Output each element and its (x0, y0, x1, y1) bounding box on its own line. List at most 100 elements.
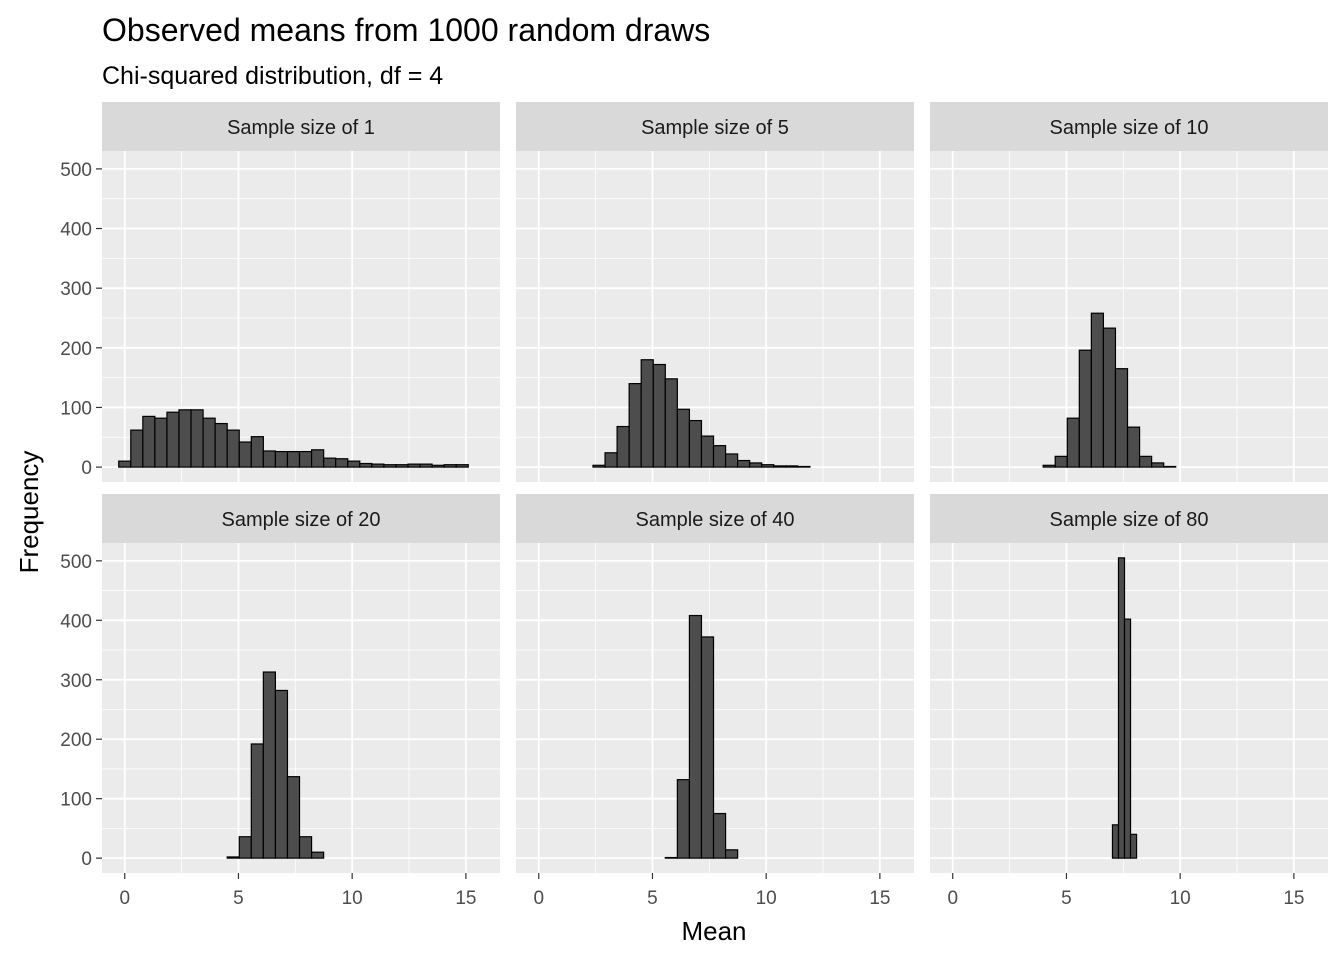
histogram-bar (286, 450, 301, 468)
histogram-bar (154, 417, 168, 468)
histogram-bar (1163, 465, 1177, 468)
chart-title: Observed means from 1000 random draws (102, 12, 710, 48)
histogram-bar (1126, 426, 1141, 468)
y-tick-label: 400 (60, 220, 92, 241)
y-tick-label: 300 (60, 279, 92, 300)
histogram-bar (298, 450, 313, 468)
facet-panel: Sample size of 1 0 100 200 300 400 500 (60, 102, 500, 482)
histogram-bar (190, 409, 204, 468)
histogram-bar (202, 417, 216, 468)
histogram-bar (1042, 464, 1056, 468)
histogram-bar (628, 382, 642, 468)
histogram-bar (310, 851, 325, 859)
facet-panel: Sample size of 20 0 100 200 300 400 500 0 5 10 15 (60, 494, 500, 909)
histogram-bar (178, 409, 192, 468)
facet-panel: Sample size of 5 (516, 102, 914, 482)
histogram-bar (347, 460, 361, 468)
y-tick-label: 500 (60, 552, 92, 573)
histogram-bar (1066, 417, 1080, 468)
x-tick-label: 10 (1170, 888, 1191, 909)
histogram-bar (335, 458, 349, 468)
histogram-bar (1117, 557, 1126, 859)
facet-strip (102, 494, 500, 543)
x-tick-label: 0 (119, 888, 130, 909)
histogram-bar (664, 856, 678, 859)
chart-subtitle: Chi-squared distribution, df = 4 (102, 62, 443, 90)
x-tick-label: 10 (342, 888, 363, 909)
histogram-bar (1054, 455, 1068, 468)
histogram-bar (773, 465, 787, 468)
facet-strip-label: Sample size of 1 (227, 117, 375, 139)
facet-strip (516, 102, 914, 151)
histogram-bar (371, 463, 385, 468)
histogram-bar (1090, 312, 1105, 468)
histogram-bar (226, 856, 240, 859)
facet-strip-label: Sample size of 10 (1050, 117, 1209, 139)
histogram-bar (712, 445, 727, 468)
facet-strip-label: Sample size of 5 (641, 117, 789, 139)
x-tick-label: 5 (1061, 888, 1072, 909)
histogram-bar (1123, 618, 1132, 859)
histogram-bar (652, 363, 666, 468)
histogram-bar (797, 465, 811, 468)
histogram-bar (700, 636, 715, 859)
facet-strip (930, 494, 1328, 543)
histogram-bar (118, 460, 132, 468)
histogram-bar (419, 463, 433, 468)
histogram-bar (1129, 833, 1138, 859)
histogram-bar (238, 836, 252, 859)
histogram-bar (749, 462, 763, 468)
histogram-bar (431, 464, 445, 468)
facet-strip-label: Sample size of 20 (222, 509, 381, 531)
facet-strip (516, 494, 914, 543)
histogram-bar (737, 459, 751, 468)
histogram-bar (676, 779, 691, 859)
y-tick-label: 200 (60, 339, 92, 360)
histogram-bar (262, 450, 277, 468)
histogram-bar (455, 464, 469, 468)
x-tick-label: 5 (647, 888, 658, 909)
histogram-bar (359, 462, 373, 468)
histogram-bar (700, 435, 715, 468)
y-tick-label: 0 (81, 849, 92, 870)
histogram-bar (395, 464, 409, 468)
histogram-bar (664, 378, 678, 468)
histogram-bar (262, 671, 277, 859)
histogram-bar (443, 464, 457, 468)
histogram-bar (724, 849, 739, 859)
histogram-bar (214, 422, 228, 468)
x-tick-label: 0 (947, 888, 958, 909)
histogram-bar (310, 449, 325, 468)
histogram-bar (238, 441, 252, 468)
y-tick-label: 300 (60, 671, 92, 692)
histogram-bar (1111, 824, 1120, 859)
histogram-bar (166, 411, 180, 468)
histogram-bar (1102, 327, 1117, 468)
panel-background (102, 543, 500, 873)
histogram-bar (250, 436, 264, 468)
histogram-bar (407, 463, 421, 468)
histogram-bar (688, 614, 703, 859)
y-tick-label: 500 (60, 160, 92, 181)
panel-background (516, 151, 914, 482)
histogram-bar (286, 776, 301, 859)
histogram-bar (1151, 462, 1165, 468)
histogram-bar (592, 464, 606, 468)
histogram-bar (676, 408, 691, 468)
histogram-bar (1138, 455, 1153, 468)
histogram-bar (298, 836, 313, 859)
histogram-bar (785, 465, 799, 468)
histogram-bar (130, 429, 144, 468)
histogram-bar (616, 425, 630, 468)
histogram-bar (640, 359, 654, 468)
y-tick-label: 400 (60, 611, 92, 632)
histogram-bar (724, 453, 739, 468)
facet-strip-label: Sample size of 80 (1050, 509, 1209, 531)
facet-panel: Sample size of 40 0 5 10 15 (516, 494, 914, 909)
histogram-bar (604, 452, 618, 468)
facet-panel: Sample size of 80 0 5 10 15 (930, 494, 1328, 909)
histogram-bar (323, 457, 337, 468)
histogram-bar (250, 743, 264, 859)
histogram-bar (1114, 368, 1129, 468)
